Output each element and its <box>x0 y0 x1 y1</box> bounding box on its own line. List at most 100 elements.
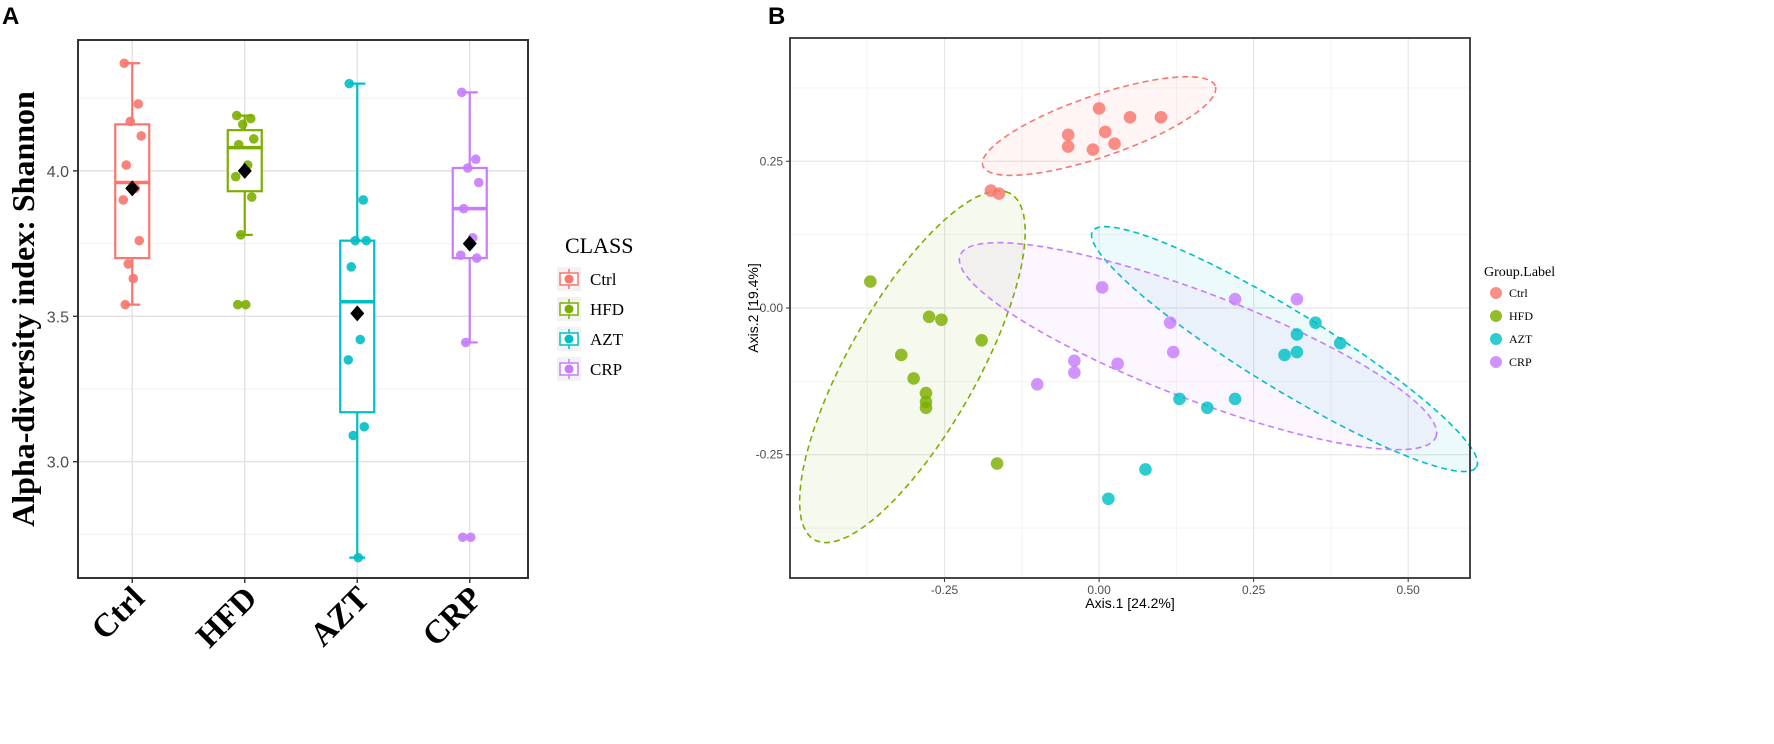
data-point <box>121 160 132 170</box>
panel-a-legend: CLASS Ctrl HFD AZT CRP <box>557 233 633 381</box>
data-point <box>128 273 139 284</box>
point-azt <box>1290 345 1304 359</box>
point-ctrl <box>1086 143 1100 156</box>
panel-b-gridlines <box>790 38 1470 578</box>
data-point <box>119 58 130 69</box>
point-hfd <box>990 457 1004 470</box>
x-tick-label: -0.25 <box>931 583 959 597</box>
point-azt <box>1333 336 1347 350</box>
data-point <box>470 154 481 165</box>
point-hfd <box>919 386 933 400</box>
data-point <box>231 110 242 121</box>
y-tick-label: 4.0 <box>47 164 69 181</box>
point-ctrl <box>1061 140 1075 153</box>
data-point <box>245 113 256 124</box>
x-tick-label: 0.50 <box>1397 583 1421 597</box>
data-point <box>465 532 476 543</box>
point-ctrl <box>1123 110 1137 124</box>
panel-a-y-axis: 3.0 3.5 4.0 <box>47 164 78 472</box>
panel-a-legend-title: CLASS <box>565 233 633 258</box>
data-point <box>235 230 246 240</box>
box-azt <box>339 78 376 563</box>
point-azt <box>1173 392 1186 406</box>
data-point <box>353 552 364 563</box>
panel-a-y-axis-label: Alpha-diversity index: Shannon <box>5 91 41 527</box>
data-point <box>233 139 244 150</box>
data-point <box>471 253 482 263</box>
data-point <box>473 177 484 188</box>
y-tick-label: 0.00 <box>760 301 784 315</box>
x-tick-label-ctrl: Ctrl <box>85 580 152 647</box>
legend-label-ctrl: Ctrl <box>1509 286 1528 300</box>
legend-label-ctrl: Ctrl <box>590 270 617 289</box>
panel-a-boxes <box>114 58 488 563</box>
panel-b-y-axis: -0.25 0.00 0.25 <box>756 154 790 462</box>
point-hfd <box>907 372 920 385</box>
data-point <box>456 87 467 98</box>
legend-key-dot <box>564 304 574 314</box>
data-point <box>346 262 357 272</box>
data-point <box>232 299 243 310</box>
x-tick-label-azt: AZT <box>303 580 376 653</box>
point-crp <box>1095 281 1109 294</box>
data-point <box>462 163 473 173</box>
panel-b-letter: B <box>768 3 785 30</box>
legend-key-ctrl <box>1490 287 1502 299</box>
legend-label-azt: AZT <box>1509 332 1533 346</box>
data-point <box>240 299 251 310</box>
point-ctrl <box>1061 128 1075 142</box>
legend-key-dot <box>564 274 574 284</box>
point-crp <box>1163 316 1177 329</box>
ellipse-ctrl <box>981 75 1217 177</box>
data-point <box>457 532 468 543</box>
point-azt <box>1290 328 1304 341</box>
point-azt <box>1309 316 1322 329</box>
box-hfd <box>226 110 263 310</box>
panel-a-plot-border <box>77 39 529 579</box>
legend-label-crp: CRP <box>590 360 622 379</box>
mean-marker <box>237 162 252 179</box>
x-tick-label: 0.00 <box>1087 583 1111 597</box>
data-point <box>361 235 372 246</box>
point-azt <box>1228 392 1242 406</box>
panel-a-x-axis: Ctrl HFD AZT CRP <box>85 578 489 655</box>
point-crp <box>1111 357 1124 371</box>
data-point <box>348 430 359 441</box>
data-point <box>134 235 145 246</box>
y-tick-label: 0.25 <box>760 154 784 168</box>
point-hfd <box>935 313 948 327</box>
point-azt <box>1278 348 1291 362</box>
data-point <box>133 99 144 109</box>
panel-a-plot-background <box>78 40 528 578</box>
panel-b-x-axis-label: Axis.1 [24.2%] <box>1085 595 1175 611</box>
data-point <box>344 78 355 89</box>
data-point <box>358 195 369 205</box>
data-point <box>125 116 136 127</box>
point-hfd <box>864 275 877 288</box>
x-tick-label-hfd: HFD <box>190 580 265 655</box>
data-point <box>118 195 129 205</box>
data-point <box>359 421 370 432</box>
point-ctrl <box>1092 102 1106 115</box>
ellipse-crp <box>958 241 1438 451</box>
point-hfd <box>975 333 988 347</box>
data-point <box>350 235 361 246</box>
y-tick-label: -0.25 <box>756 448 784 462</box>
panel-b-legend-title: Group.Label <box>1484 265 1555 280</box>
point-hfd <box>919 401 933 415</box>
point-ctrl <box>1098 125 1112 139</box>
box-crp <box>451 87 488 543</box>
panel-b-legend: Group.Label Ctrl HFD AZT CRP <box>1484 265 1555 369</box>
mean-marker <box>350 305 365 322</box>
legend-key-crp <box>1490 356 1502 368</box>
data-point <box>120 299 131 310</box>
x-tick-label: 0.25 <box>1242 583 1266 597</box>
data-point <box>246 192 257 202</box>
point-crp <box>1228 292 1242 306</box>
point-azt <box>1102 492 1115 506</box>
panel-a-boxplot: A 3.0 3.5 4.0 Ctrl HFD AZT CRP Alpha-diversit… <box>2 3 633 655</box>
mean-marker <box>125 180 140 197</box>
point-azt <box>1200 401 1214 415</box>
data-point <box>136 131 147 141</box>
